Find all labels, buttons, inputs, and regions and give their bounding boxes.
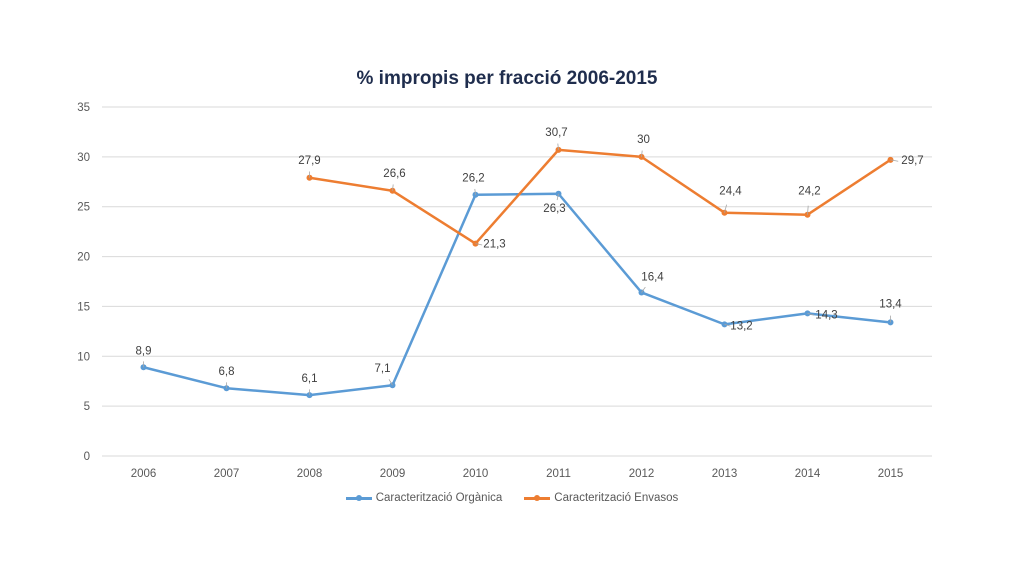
chart-title: % impropis per fracció 2006-2015 xyxy=(356,68,658,89)
y-tick-label: 25 xyxy=(77,202,90,214)
legend-swatch-envasos xyxy=(524,493,551,503)
legend-item-envasos: Caracterització Envasos xyxy=(524,492,678,504)
leader-line-organica xyxy=(724,323,731,327)
data-label-envasos: 29,7 xyxy=(901,155,923,167)
x-tick-label: 2009 xyxy=(380,468,406,480)
leader-line-envasos xyxy=(392,184,394,191)
data-label-organica: 6,8 xyxy=(219,366,235,378)
data-label-organica: 26,2 xyxy=(462,173,484,185)
data-label-organica: 13,4 xyxy=(879,298,902,310)
y-tick-label: 0 xyxy=(84,451,90,463)
x-tick-label: 2013 xyxy=(712,468,738,480)
data-label-organica: 8,9 xyxy=(136,345,152,357)
leader-line-envasos xyxy=(641,150,643,157)
series-line-envasos xyxy=(308,148,892,245)
data-label-envasos: 26,6 xyxy=(383,168,405,180)
data-label-organica: 6,1 xyxy=(302,373,318,385)
x-tick-label: 2015 xyxy=(878,468,904,480)
leader-line-envasos xyxy=(807,205,809,215)
x-tick-label: 2007 xyxy=(214,468,240,480)
legend-label-envasos: Caracterització Envasos xyxy=(554,492,679,504)
leader-line-envasos xyxy=(557,143,559,150)
legend-swatch-organica xyxy=(345,493,372,503)
legend-item-organica: Caracterització Orgànica xyxy=(345,492,503,504)
data-label-envasos: 21,3 xyxy=(483,239,505,251)
leader-line-organica xyxy=(474,188,476,195)
data-label-organica: 16,4 xyxy=(641,271,664,283)
x-tick-label: 2011 xyxy=(546,468,571,480)
series-line-organica xyxy=(142,192,892,397)
data-label-envasos: 27,9 xyxy=(298,155,320,167)
leader-line-organica xyxy=(807,313,815,316)
x-tick-label: 2014 xyxy=(795,468,821,480)
legend: Caracterització Orgànica Caracterització… xyxy=(0,492,1024,504)
x-tick-label: 2006 xyxy=(131,468,157,480)
y-tick-label: 30 xyxy=(77,152,90,164)
leader-line-organica xyxy=(641,286,646,293)
data-label-organica: 7,1 xyxy=(375,363,391,375)
data-label-organica: 13,2 xyxy=(730,320,752,332)
leader-line-envasos xyxy=(724,204,727,213)
y-tick-label: 35 xyxy=(77,102,90,114)
leader-line-organica xyxy=(556,193,559,201)
data-label-envasos: 24,4 xyxy=(719,186,742,198)
y-tick-label: 5 xyxy=(84,401,90,413)
x-tick-label: 2012 xyxy=(629,468,655,480)
legend-label-organica: Caracterització Orgànica xyxy=(375,492,503,504)
data-label-organica: 26,3 xyxy=(543,203,565,215)
x-tick-label: 2008 xyxy=(297,468,323,480)
data-label-envasos: 30 xyxy=(637,134,650,146)
data-label-envasos: 24,2 xyxy=(798,186,820,198)
leader-line-organica xyxy=(388,379,393,386)
y-tick-label: 20 xyxy=(77,252,90,264)
y-tick-label: 15 xyxy=(77,301,90,313)
data-label-envasos: 30,7 xyxy=(545,127,567,139)
x-tick-label: 2010 xyxy=(463,468,489,480)
leader-line-envasos xyxy=(890,159,899,162)
leader-line-envasos xyxy=(475,243,483,246)
y-tick-label: 10 xyxy=(77,351,90,363)
data-label-organica: 14,3 xyxy=(815,309,837,321)
